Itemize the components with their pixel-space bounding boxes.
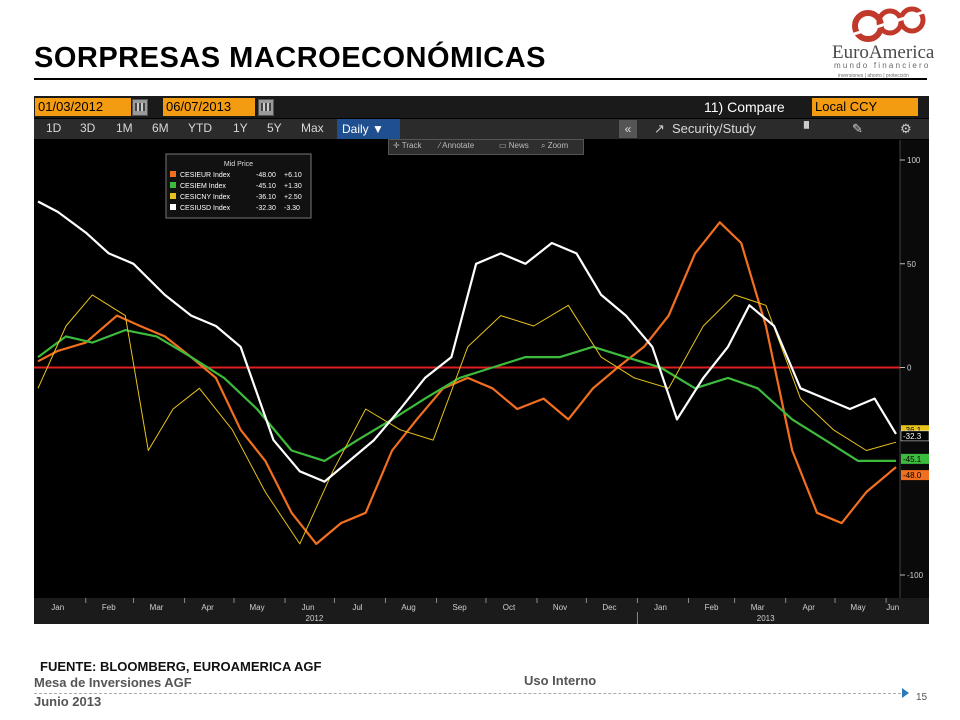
source-note: FUENTE: BLOOMBERG, EUROAMERICA AGF	[40, 659, 322, 674]
x-tick-label: Aug	[401, 603, 415, 612]
period-toolbar: 1D 3D 1M 6M YTD 1Y 5Y Max Daily ▼ « ↗ Se…	[34, 119, 929, 139]
x-tick-label: Oct	[503, 603, 516, 612]
collapse-button[interactable]: «	[619, 120, 637, 138]
page-title: SORPRESAS MACROECONÓMICAS	[34, 42, 546, 74]
x-tick-label: Apr	[201, 603, 214, 612]
legend-series-change: +1.30	[284, 183, 302, 190]
legend-series-name: CESIEUR Index	[180, 172, 231, 179]
footer-classification: Uso Interno	[524, 673, 597, 688]
annotate-tool[interactable]: ⁄ Annotate	[439, 141, 475, 150]
y-tick-label: 100	[907, 156, 921, 165]
date-toolbar: 01/03/2012 - 06/07/2013 11) Compare Loca…	[34, 96, 929, 118]
legend-swatch	[170, 193, 176, 199]
security-study-button[interactable]: Security/Study	[672, 121, 756, 136]
compare-button[interactable]: 11) Compare	[704, 99, 785, 115]
x-tick-label: Jan	[51, 603, 64, 612]
last-value-tag	[901, 470, 929, 481]
x-tick-label: Mar	[150, 603, 164, 612]
x-tick-label: Mar	[751, 603, 765, 612]
series-line-cesiusd	[37, 200, 897, 483]
period-3d[interactable]: 3D	[80, 121, 96, 135]
period-5y[interactable]: 5Y	[267, 121, 282, 135]
page-marker-icon	[902, 688, 909, 698]
year-label: 2012	[306, 614, 324, 623]
title-divider	[34, 78, 927, 80]
legend-series-last: -45.10	[256, 183, 276, 190]
x-tick-label: Jan	[654, 603, 667, 612]
edit-icon[interactable]: ✎	[852, 121, 863, 136]
period-6m[interactable]: 6M	[152, 121, 169, 135]
page-number: 15	[916, 692, 928, 703]
legend-box	[165, 153, 312, 219]
footer-left: Mesa de Inversiones AGF Junio 2013	[34, 673, 192, 711]
last-value-tag	[901, 425, 929, 436]
x-tick-label: Sep	[452, 603, 467, 612]
x-tick-label: Jun	[302, 603, 315, 612]
y-tick-label: 0	[907, 364, 912, 373]
last-value-tag	[900, 430, 929, 442]
period-ytd[interactable]: YTD	[188, 121, 212, 135]
legend-series-last: -36.10	[256, 194, 276, 201]
logo-name: EuroAmerica	[832, 42, 935, 63]
calendar-icon[interactable]	[132, 99, 148, 116]
euroamerica-logo	[852, 6, 926, 42]
line-chart-icon: ↗	[654, 121, 665, 136]
logo-tagline: mundo financiero	[834, 61, 931, 70]
news-tool[interactable]: ▭ News	[499, 141, 529, 150]
settings-gear-icon[interactable]: ⚙	[900, 121, 912, 136]
x-tick-label: Apr	[802, 603, 815, 612]
legend-series-name: CESIUSD Index	[180, 205, 231, 212]
logo-subline: inversiones | ahorro | protección	[838, 73, 909, 79]
surprise-index-chart: 100500-100-48.0-45.1-36.1-32.3JanFebMarA…	[34, 140, 929, 624]
frequency-select[interactable]: Daily ▼	[337, 119, 400, 139]
chart-subtools: ✛ Track ⁄ Annotate ▭ News ⌕ Zoom	[388, 139, 584, 155]
zoom-tool[interactable]: ⌕ Zoom	[541, 141, 569, 150]
last-value-tag	[901, 453, 929, 464]
x-tick-label: Jul	[352, 603, 362, 612]
footer-department: Mesa de Inversiones AGF	[34, 675, 192, 690]
currency-select[interactable]: Local CCY	[812, 98, 918, 116]
legend-series-name: CESIEM Index	[180, 183, 226, 190]
year-label: 2013	[757, 614, 775, 623]
x-tick-label: Nov	[553, 603, 567, 612]
period-1m[interactable]: 1M	[116, 121, 133, 135]
calendar-icon[interactable]	[258, 99, 274, 116]
series-line-cesicny	[37, 294, 897, 545]
series-line-cesiem	[37, 329, 896, 462]
y-tick-label: 50	[907, 260, 916, 269]
legend-series-last: -32.30	[256, 205, 276, 212]
x-axis-panel	[34, 598, 929, 624]
x-tick-label: Jun	[886, 603, 899, 612]
y-tick-label: -100	[907, 571, 924, 580]
legend-title: Mid Price	[224, 161, 253, 168]
x-tick-label: Feb	[705, 603, 719, 612]
legend-swatch	[170, 171, 176, 177]
legend-swatch	[170, 204, 176, 210]
x-tick-label: May	[249, 603, 264, 612]
x-tick-label: Feb	[102, 603, 116, 612]
bookmark-icon[interactable]: ▘	[804, 121, 814, 136]
bloomberg-terminal: 01/03/2012 - 06/07/2013 11) Compare Loca…	[34, 96, 929, 624]
legend-swatch	[170, 182, 176, 188]
legend-series-change: -3.30	[284, 205, 300, 212]
last-value-label: -45.1	[903, 455, 922, 464]
footer-date: Junio 2013	[34, 694, 102, 709]
legend-series-change: +6.10	[284, 172, 302, 179]
legend-series-last: -48.00	[256, 172, 276, 179]
legend-series-name: CESICNY Index	[180, 194, 231, 201]
y-axis-panel	[900, 140, 929, 598]
start-date-field[interactable]: 01/03/2012	[35, 98, 131, 116]
track-tool[interactable]: ✛ Track	[393, 141, 422, 150]
last-value-label: -32.3	[903, 432, 922, 441]
period-max[interactable]: Max	[301, 121, 324, 135]
series-line-cesieur	[37, 221, 897, 545]
period-1d[interactable]: 1D	[46, 121, 62, 135]
last-value-label: -48.0	[903, 471, 922, 480]
footer-divider	[34, 693, 906, 694]
legend-series-change: +2.50	[284, 194, 302, 201]
x-tick-label: May	[851, 603, 866, 612]
x-tick-label: Dec	[602, 603, 616, 612]
end-date-field[interactable]: 06/07/2013	[163, 98, 255, 116]
period-1y[interactable]: 1Y	[233, 121, 248, 135]
